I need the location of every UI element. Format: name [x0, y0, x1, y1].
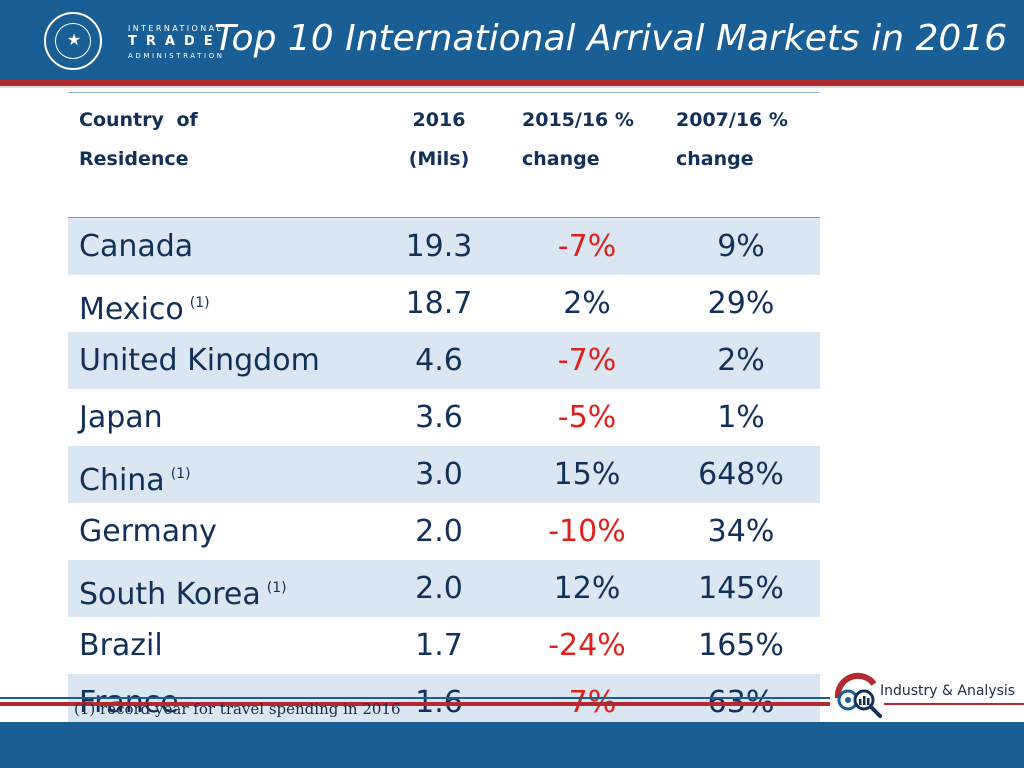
header-red-stripe [0, 80, 1024, 86]
arrivals-2016-cell: 18.7 [405, 286, 473, 321]
country-cell: Japan [79, 389, 163, 446]
change-2015-16-cell: -24% [548, 628, 626, 663]
country-name: South Korea [79, 577, 261, 612]
arrivals-2016-cell: 3.6 [415, 400, 463, 435]
table-row: Japan 3.6 -5% 1% [68, 389, 820, 446]
country-name: Brazil [79, 628, 163, 663]
header-2015-16-change: 2015/16 % change [522, 109, 634, 170]
arrivals-2016-cell: 2.0 [415, 514, 463, 549]
country-name: Canada [79, 229, 194, 264]
arrivals-2016-cell: 4.6 [415, 343, 463, 378]
table-row: Brazil 1.7 -24% 165% [68, 617, 820, 674]
header-gray-stripe [0, 86, 1024, 88]
country-cell: South Korea (1) [79, 560, 287, 617]
org-name-line3: ADMINISTRATION [128, 52, 225, 60]
footnote: (1) record year for travel spending in 2… [74, 700, 401, 718]
change-2015-16-cell: -5% [557, 400, 617, 435]
footer-right-rule [884, 703, 1024, 705]
change-2015-16-cell: -7% [557, 343, 617, 378]
change-2007-16-cell: 2% [717, 343, 765, 378]
table-row: China (1) 3.0 15% 648% [68, 446, 820, 503]
change-2007-16-cell: 1% [717, 400, 765, 435]
change-2007-16-cell: 34% [707, 514, 775, 549]
country-cell: Mexico (1) [79, 275, 210, 332]
change-2007-16-cell: 165% [698, 628, 784, 663]
change-2015-16-cell: 2% [563, 286, 611, 321]
country-name: United Kingdom [79, 343, 320, 378]
table-row: Canada 19.3 -7% 9% [68, 218, 820, 275]
country-cell: United Kingdom [79, 332, 320, 389]
org-name-line1: INTERNATIONAL [128, 24, 224, 33]
table-body: Canada 19.3 -7% 9% Mexico (1) 18.7 2% 29% United … [68, 218, 820, 768]
arrivals-2016-cell: 19.3 [405, 229, 473, 264]
country-name: China [79, 463, 165, 498]
country-name: Germany [79, 514, 217, 549]
footer-blue-rule [0, 697, 830, 699]
industry-analysis-label: Industry & Analysis [880, 683, 1016, 699]
change-2015-16-cell: 12% [553, 571, 621, 606]
header-2016-mils: 2016 (Mils) [408, 109, 470, 170]
change-2007-16-cell: 29% [707, 286, 775, 321]
footnote-marker: (1) [189, 295, 210, 311]
change-2007-16-cell: 648% [698, 457, 784, 492]
footnote-marker: (1) [170, 466, 191, 482]
footer-bar [0, 722, 1024, 768]
table-row: Mexico (1) 18.7 2% 29% [68, 275, 820, 332]
table-header-row: Country of Residence 2016 (Mils) 2015/16… [68, 92, 820, 218]
header-banner: ★ INTERNATIONAL TRADE ADMINISTRATION Top… [0, 0, 1024, 80]
country-cell: Canada [79, 218, 193, 275]
org-name-line2: TRADE [128, 34, 222, 49]
change-2007-16-cell: 145% [698, 571, 784, 606]
department-of-commerce-seal-icon: ★ [44, 12, 102, 70]
country-name: Mexico [79, 292, 184, 327]
change-2015-16-cell: -7% [557, 229, 617, 264]
arrivals-2016-cell: 3.0 [415, 457, 463, 492]
header-2007-16-change: 2007/16 % change [676, 109, 788, 170]
table-row: Germany 2.0 -10% 34% [68, 503, 820, 560]
slide-title: Top 10 International Arrival Markets in … [214, 18, 1008, 59]
industry-analysis-gear-magnifier-icon [834, 672, 882, 718]
arrivals-2016-cell: 1.7 [415, 628, 463, 663]
footnote-marker: (1) [266, 580, 287, 596]
table-row: South Korea (1) 2.0 12% 145% [68, 560, 820, 617]
arrivals-2016-cell: 2.0 [415, 571, 463, 606]
country-cell: Brazil [79, 617, 163, 674]
change-2007-16-cell: 9% [717, 229, 765, 264]
header-country: Country of Residence [79, 109, 198, 170]
footer-red-rule [0, 702, 830, 706]
country-cell: China (1) [79, 446, 191, 503]
table-row: United Kingdom 4.6 -7% 2% [68, 332, 820, 389]
change-2015-16-cell: -10% [548, 514, 626, 549]
change-2015-16-cell: 15% [553, 457, 621, 492]
country-name: Japan [79, 400, 163, 435]
country-cell: Germany [79, 503, 217, 560]
arrival-markets-table: Country of Residence 2016 (Mils) 2015/16… [68, 92, 820, 768]
